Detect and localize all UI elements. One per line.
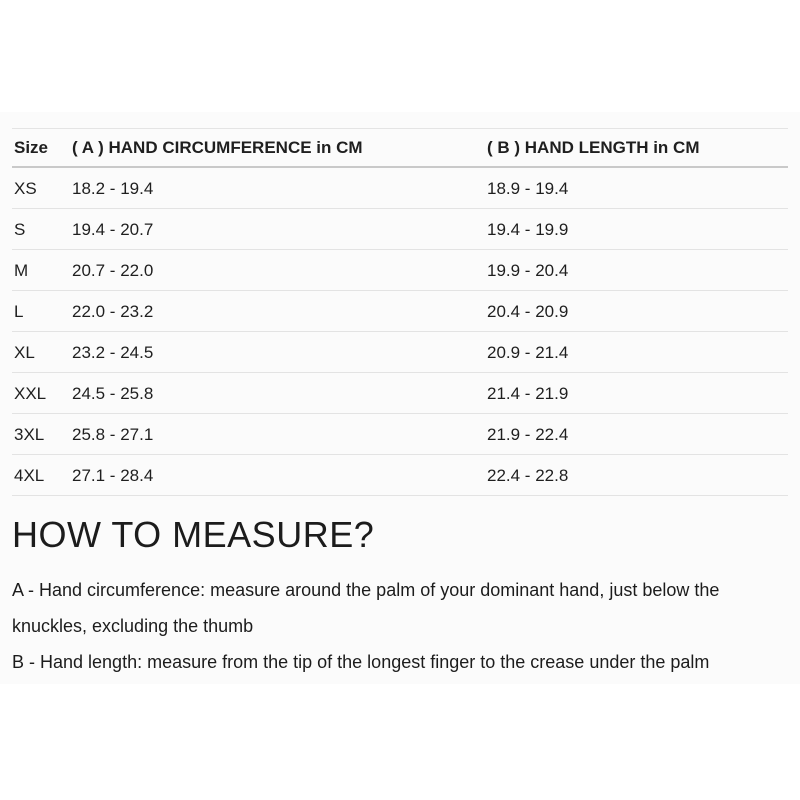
circumference-cell: 18.2 - 19.4 <box>72 178 154 198</box>
circumference-cell: 25.8 - 27.1 <box>72 424 154 444</box>
column-header-size: Size <box>14 138 49 157</box>
table-row: M 20.7 - 22.0 19.9 - 20.4 <box>12 250 788 291</box>
size-cell: 4XL <box>14 465 45 485</box>
circumference-cell: 22.0 - 23.2 <box>72 301 154 321</box>
circumference-cell: 19.4 - 20.7 <box>72 219 154 239</box>
circumference-cell: 24.5 - 25.8 <box>72 383 154 403</box>
instruction-hand-circumference: A - Hand circumference: measure around t… <box>12 580 720 636</box>
size-cell: XS <box>14 178 37 198</box>
column-header-circumference: ( A ) HAND CIRCUMFERENCE in CM <box>72 138 363 157</box>
length-cell: 21.4 - 21.9 <box>487 383 569 403</box>
measure-instructions: A - Hand circumference: measure around t… <box>12 572 790 680</box>
table-row: 3XL 25.8 - 27.1 21.9 - 22.4 <box>12 414 788 455</box>
table-row: S 19.4 - 20.7 19.4 - 19.9 <box>12 209 788 250</box>
length-cell: 20.9 - 21.4 <box>487 342 569 362</box>
how-to-measure-heading: HOW TO MEASURE? <box>12 514 375 555</box>
circumference-cell: 20.7 - 22.0 <box>72 260 154 280</box>
table-row: XXL 24.5 - 25.8 21.4 - 21.9 <box>12 373 788 414</box>
table-row: L 22.0 - 23.2 20.4 - 20.9 <box>12 291 788 332</box>
table-row: XL 23.2 - 24.5 20.9 - 21.4 <box>12 332 788 373</box>
size-cell: XL <box>14 342 35 362</box>
table-row: 4XL 27.1 - 28.4 22.4 - 22.8 <box>12 455 788 496</box>
table-header-row: Size ( A ) HAND CIRCUMFERENCE in CM ( B … <box>12 128 788 168</box>
size-cell: S <box>14 219 26 239</box>
circumference-cell: 23.2 - 24.5 <box>72 342 154 362</box>
size-cell: L <box>14 301 24 321</box>
length-cell: 19.9 - 20.4 <box>487 260 569 280</box>
size-guide-panel: Size ( A ) HAND CIRCUMFERENCE in CM ( B … <box>0 112 800 684</box>
length-cell: 22.4 - 22.8 <box>487 465 569 485</box>
length-cell: 19.4 - 19.9 <box>487 219 569 239</box>
circumference-cell: 27.1 - 28.4 <box>72 465 154 485</box>
size-cell: 3XL <box>14 424 45 444</box>
length-cell: 20.4 - 20.9 <box>487 301 569 321</box>
size-cell: XXL <box>14 383 47 403</box>
length-cell: 18.9 - 19.4 <box>487 178 569 198</box>
size-cell: M <box>14 260 29 280</box>
size-chart-table: Size ( A ) HAND CIRCUMFERENCE in CM ( B … <box>12 128 788 496</box>
column-header-length: ( B ) HAND LENGTH in CM <box>487 138 700 157</box>
table-row: XS 18.2 - 19.4 18.9 - 19.4 <box>12 168 788 209</box>
length-cell: 21.9 - 22.4 <box>487 424 569 444</box>
instruction-hand-length: B - Hand length: measure from the tip of… <box>12 652 710 672</box>
